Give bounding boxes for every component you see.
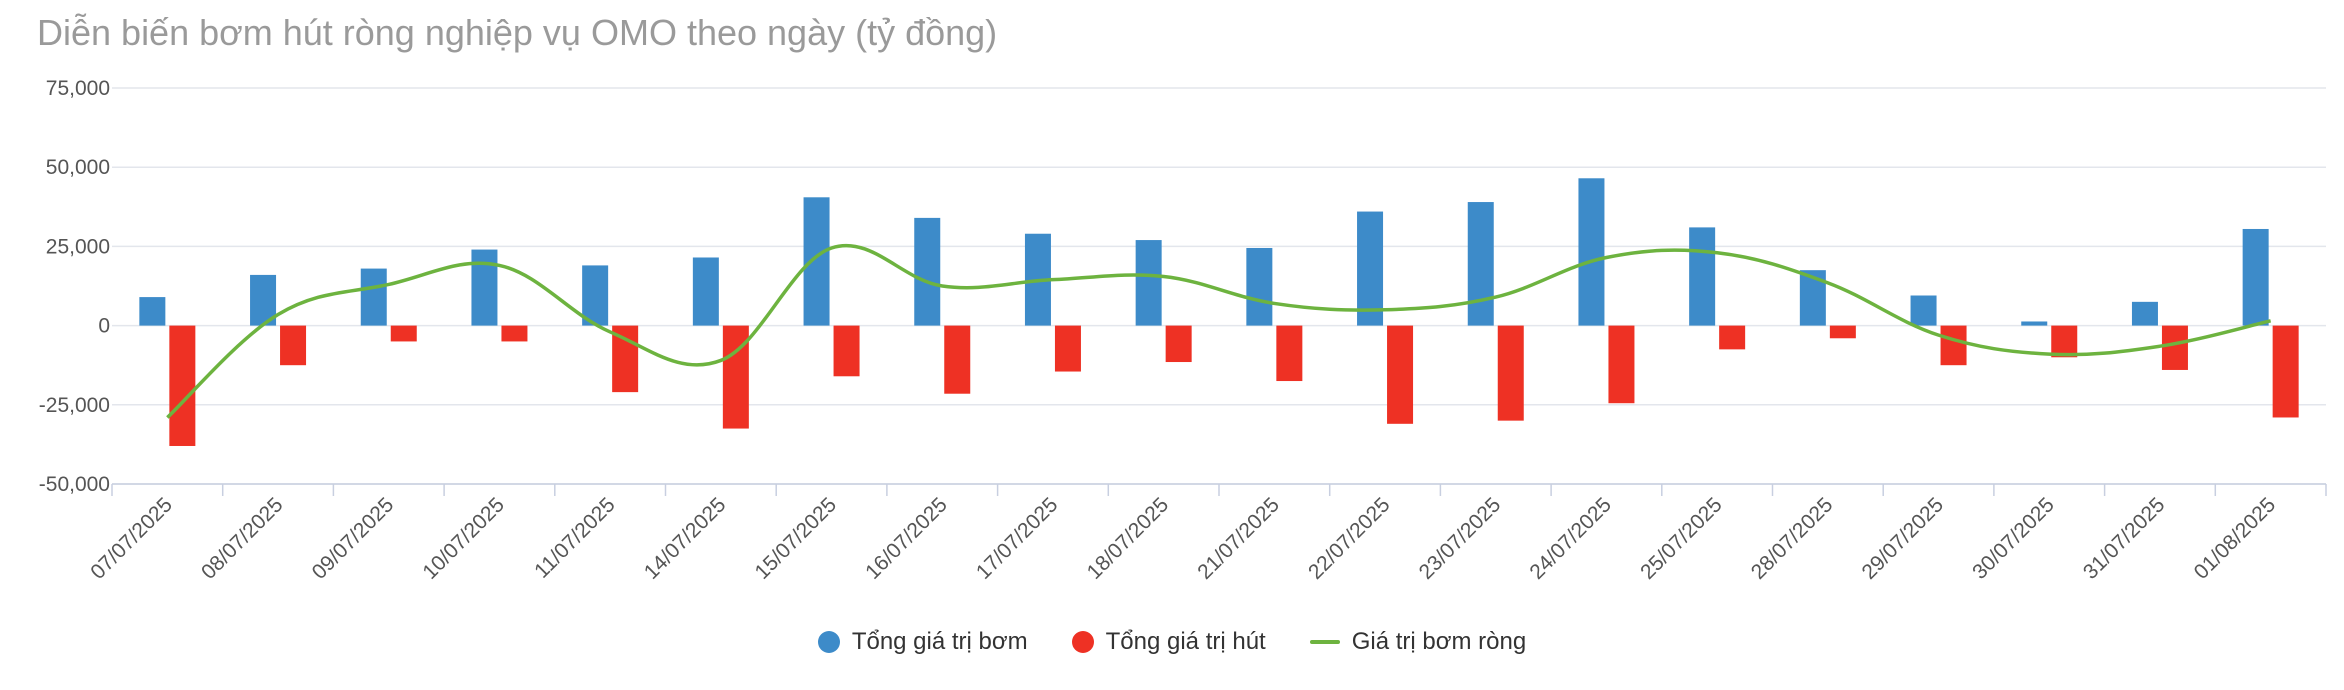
bar-tong-gia-tri-bom: [2021, 321, 2048, 326]
bar-tong-gia-tri-hut: [2272, 325, 2299, 418]
chart-title: Diễn biến bơm hút ròng nghiệp vụ OMO the…: [37, 12, 998, 53]
bar-tong-gia-tri-hut: [390, 325, 417, 342]
bar-tong-gia-tri-hut: [2051, 325, 2078, 358]
bar-tong-gia-tri-bom: [2131, 301, 2158, 326]
legend-item-rong[interactable]: Giá trị bơm ròng: [1309, 628, 1527, 656]
legend-swatch-rong: [1309, 640, 1340, 644]
x-tick-label: 28/07/2025: [1747, 493, 1838, 584]
x-tick-label: 23/07/2025: [1415, 493, 1506, 584]
x-tick-label: 29/07/2025: [1857, 493, 1948, 584]
bar-tong-gia-tri-hut: [1829, 325, 1856, 339]
bar-tong-gia-tri-hut: [1054, 325, 1081, 372]
bar-tong-gia-tri-bom: [139, 297, 166, 326]
y-tick-label: 0: [98, 315, 110, 338]
x-tick-label: 09/07/2025: [308, 493, 399, 584]
bar-tong-gia-tri-bom: [1357, 211, 1384, 326]
legend-swatch-bom: [817, 631, 840, 653]
x-tick-label: 16/07/2025: [861, 493, 952, 584]
x-tick-label: 17/07/2025: [972, 493, 1063, 584]
bar-tong-gia-tri-hut: [1719, 325, 1746, 350]
legend-label-rong: Giá trị bơm ròng: [1351, 628, 1527, 655]
bar-tong-gia-tri-hut: [944, 325, 971, 394]
legend-label-hut: Tổng giá trị hút: [1105, 628, 1266, 655]
legend-item-hut[interactable]: Tổng giá trị hút: [1071, 628, 1266, 656]
y-tick-label: -25,000: [39, 394, 110, 417]
x-tick-label: 07/07/2025: [86, 493, 177, 584]
bar-tong-gia-tri-bom: [1467, 202, 1494, 326]
line-gia-tri-bom-rong: [166, 244, 2272, 419]
x-tick-label: 08/07/2025: [197, 493, 288, 584]
bar-tong-gia-tri-bom: [1246, 247, 1273, 326]
x-tick-label: 18/07/2025: [1083, 493, 1174, 584]
legend-item-bom[interactable]: Tổng giá trị bơm: [817, 628, 1028, 656]
bar-tong-gia-tri-bom: [1910, 295, 1937, 326]
bar-tong-gia-tri-bom: [1578, 178, 1605, 326]
bar-tong-gia-tri-hut: [833, 325, 860, 377]
bar-tong-gia-tri-hut: [1276, 325, 1303, 382]
bar-tong-gia-tri-bom: [1135, 240, 1162, 326]
x-tick-label: 25/07/2025: [1636, 493, 1727, 584]
x-tick-label: 11/07/2025: [530, 493, 619, 582]
x-tick-label: 24/07/2025: [1525, 493, 1616, 584]
y-tick-label: 50,000: [46, 156, 110, 179]
bar-tong-gia-tri-bom: [2242, 228, 2269, 326]
bar-tong-gia-tri-bom: [1689, 227, 1716, 326]
y-tick-label: 75,000: [46, 77, 110, 100]
chart-legend: Tổng giá trị bơm Tổng giá trị hút Giá tr…: [0, 628, 2344, 656]
bar-tong-gia-tri-hut: [501, 325, 528, 342]
bar-tong-gia-tri-hut: [1497, 325, 1524, 421]
bar-tong-gia-tri-hut: [169, 325, 196, 446]
bar-tong-gia-tri-bom: [692, 257, 719, 326]
bar-tong-gia-tri-bom: [471, 249, 498, 326]
legend-label-bom: Tổng giá trị bơm: [851, 628, 1028, 655]
bar-tong-gia-tri-bom: [582, 265, 609, 326]
bar-tong-gia-tri-hut: [1608, 325, 1635, 404]
x-tick-label: 01/08/2025: [2190, 493, 2281, 584]
legend-swatch-hut: [1071, 631, 1094, 653]
y-tick-label: -50,000: [39, 473, 110, 496]
x-tick-label: 31/07/2025: [2079, 493, 2170, 584]
x-tick-label: 21/07/2025: [1193, 493, 1284, 584]
x-tick-label: 30/07/2025: [1968, 493, 2059, 584]
bar-tong-gia-tri-hut: [1940, 325, 1967, 366]
bar-tong-gia-tri-hut: [1165, 325, 1192, 363]
x-tick-label: 15/07/2025: [750, 493, 841, 584]
bar-tong-gia-tri-hut: [1387, 325, 1414, 424]
bar-tong-gia-tri-hut: [2161, 325, 2188, 370]
bar-tong-gia-tri-hut: [280, 325, 307, 366]
x-tick-label: 14/07/2025: [640, 493, 731, 584]
x-tick-label: 10/07/2025: [418, 493, 509, 584]
x-tick-label: 22/07/2025: [1304, 493, 1395, 584]
y-tick-label: 25,000: [46, 235, 110, 258]
bar-tong-gia-tri-bom: [360, 268, 387, 326]
bar-tong-gia-tri-bom: [803, 197, 830, 326]
bar-tong-gia-tri-bom: [914, 217, 941, 326]
